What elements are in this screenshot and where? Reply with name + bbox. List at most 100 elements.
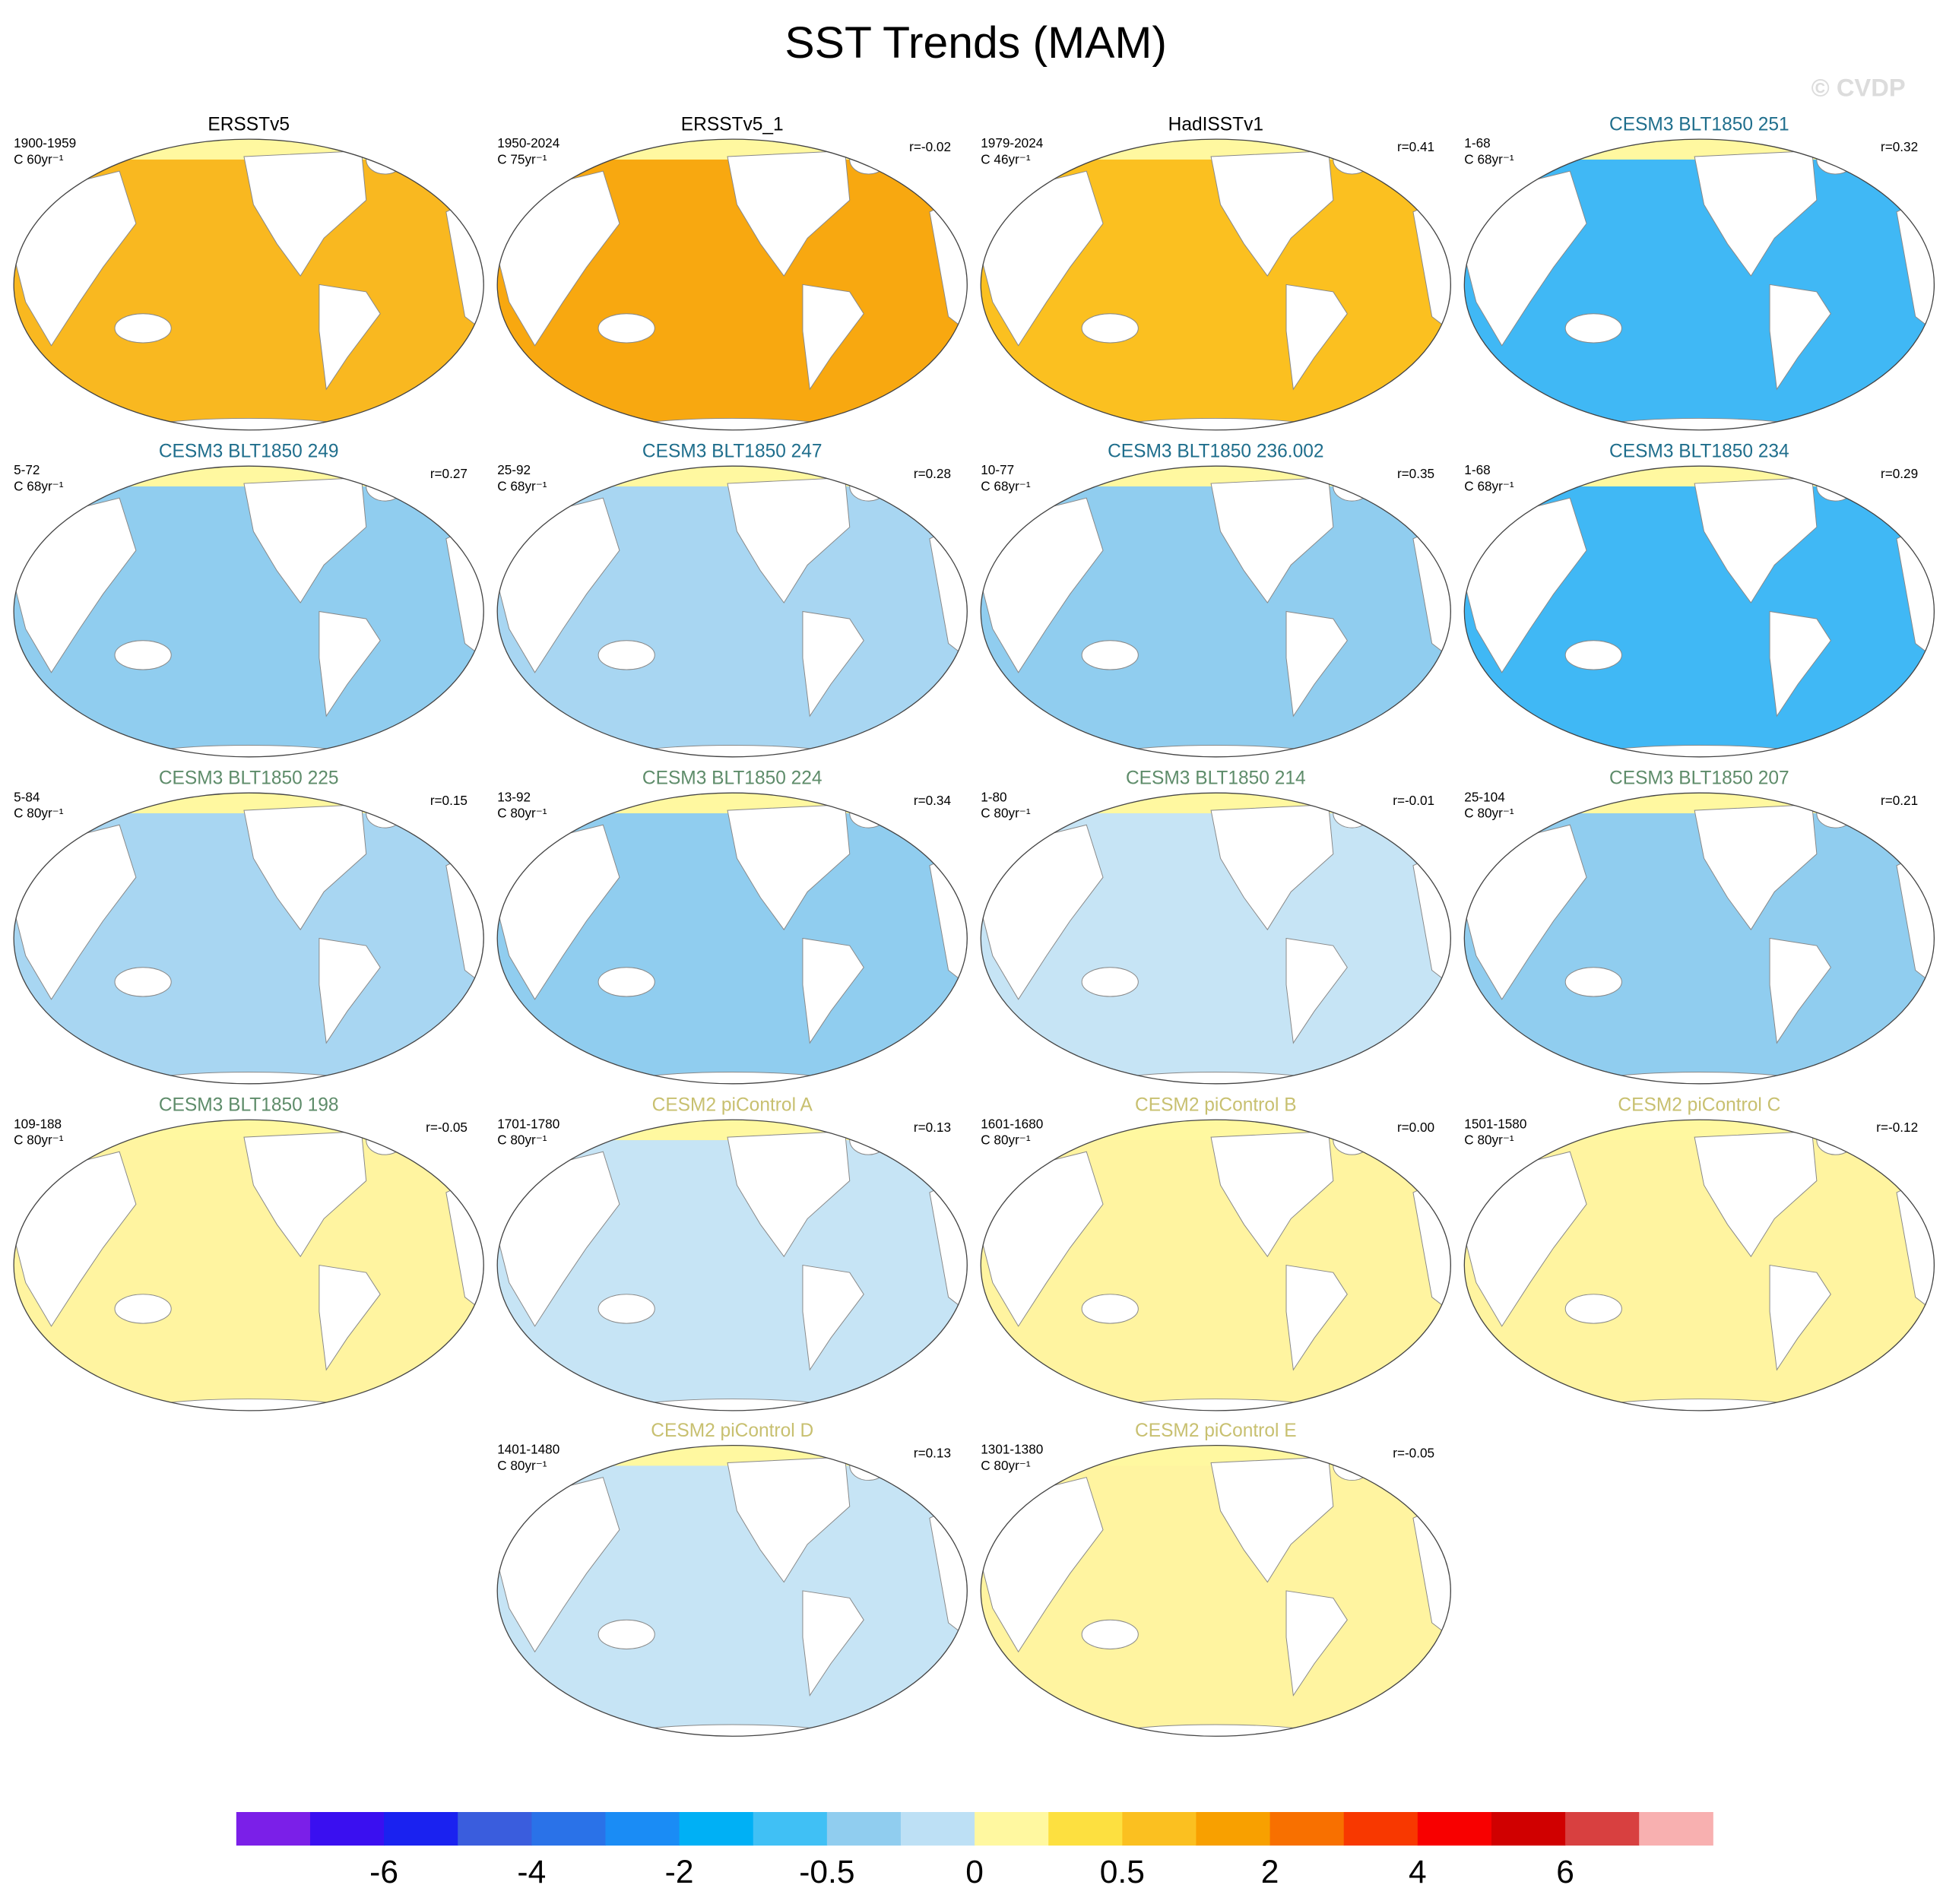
colorbar-label: 6 bbox=[1556, 1855, 1574, 1890]
map-panel: CESM3 BLT1850 224 13-92 C 80yr⁻¹ r=0.34 bbox=[496, 768, 968, 1085]
panel-title: CESM3 BLT1850 225 bbox=[159, 768, 339, 789]
land bbox=[497, 1151, 620, 1327]
panel-title: ERSSTv5 bbox=[208, 115, 290, 135]
panel-title: HadISSTv1 bbox=[1168, 115, 1263, 135]
colorbar-box bbox=[1639, 1812, 1713, 1846]
panel-period: 25-92 bbox=[497, 462, 531, 477]
land bbox=[597, 313, 655, 344]
land bbox=[1769, 284, 1831, 391]
land bbox=[1564, 640, 1622, 670]
panel-title: CESM2 piControl A bbox=[652, 1095, 813, 1116]
panel-period: 1701-1780 bbox=[497, 1116, 559, 1131]
map-body bbox=[14, 793, 484, 1084]
map-outline bbox=[1463, 465, 1935, 758]
land bbox=[981, 170, 1104, 347]
land bbox=[1694, 1131, 1818, 1257]
colorbar-box bbox=[1048, 1812, 1123, 1846]
panel-title: CESM3 BLT1850 234 bbox=[1609, 442, 1789, 462]
panel-r: r=-0.05 bbox=[426, 1120, 468, 1135]
colorbar-label: 2 bbox=[1261, 1855, 1279, 1890]
land bbox=[114, 967, 172, 997]
land bbox=[1081, 1619, 1139, 1649]
map-panel: CESM3 BLT1850 225 5-84 C 80yr⁻¹ r=0.15 bbox=[13, 768, 484, 1085]
map-body bbox=[1464, 1120, 1935, 1411]
panel-title: CESM3 BLT1850 249 bbox=[159, 442, 339, 462]
land bbox=[497, 824, 620, 1000]
panel-title: CESM3 BLT1850 236.002 bbox=[1108, 442, 1323, 462]
panel-r: r=0.00 bbox=[1397, 1120, 1434, 1135]
antarctica bbox=[1074, 1724, 1358, 1737]
map-body bbox=[981, 1120, 1451, 1411]
land bbox=[1333, 798, 1371, 828]
panel-period: 1-68 bbox=[1464, 462, 1490, 477]
land bbox=[497, 1477, 620, 1653]
panel-title: CESM3 BLT1850 247 bbox=[642, 442, 823, 462]
land bbox=[1333, 471, 1371, 502]
land bbox=[1816, 471, 1855, 502]
panel-r: r=0.21 bbox=[1881, 793, 1918, 808]
panel-title: CESM3 BLT1850 251 bbox=[1609, 115, 1789, 135]
land bbox=[1081, 1294, 1139, 1324]
panel-units: C 80yr⁻¹ bbox=[981, 1458, 1031, 1473]
land bbox=[14, 497, 137, 673]
land bbox=[727, 804, 851, 930]
panel-units: C 68yr⁻¹ bbox=[14, 478, 64, 493]
panel-r: r=0.34 bbox=[914, 793, 952, 808]
map-body bbox=[1464, 466, 1935, 757]
map-body bbox=[497, 1445, 968, 1737]
panel-r: r=0.15 bbox=[430, 793, 468, 808]
land bbox=[1694, 477, 1818, 604]
land bbox=[1816, 1125, 1855, 1155]
colorbar-box bbox=[1417, 1812, 1492, 1846]
panel-title: CESM2 piControl C bbox=[1618, 1095, 1780, 1116]
colorbar-box bbox=[236, 1812, 311, 1846]
figure-title: SST Trends (MAM) bbox=[784, 18, 1167, 68]
land bbox=[1694, 150, 1818, 277]
map-panel: CESM3 BLT1850 249 5-72C 68yr⁻¹ r=0.27 bbox=[13, 442, 484, 758]
land bbox=[319, 1264, 381, 1371]
land bbox=[1816, 798, 1855, 828]
land bbox=[1769, 1264, 1831, 1371]
panel-units: C 68yr⁻¹ bbox=[981, 478, 1031, 493]
panel-r: r=-0.02 bbox=[909, 139, 951, 154]
panel-units: C 80yr⁻¹ bbox=[981, 806, 1031, 821]
land bbox=[981, 1151, 1104, 1327]
map-outline bbox=[496, 465, 968, 758]
land bbox=[981, 497, 1104, 673]
colorbar-box bbox=[753, 1812, 828, 1846]
panel-period: 25-104 bbox=[1464, 789, 1505, 804]
panel-units: C 80yr⁻¹ bbox=[497, 1458, 547, 1473]
land bbox=[1333, 1125, 1371, 1155]
land bbox=[14, 1151, 137, 1327]
colorbar: -6 -4 -2 -0.5 0 0.5 2 4 6 bbox=[236, 1812, 1713, 1890]
panel-period: 5-84 bbox=[14, 789, 40, 804]
land bbox=[319, 284, 381, 391]
land bbox=[1464, 497, 1587, 673]
map-panel: CESM2 piControl A 1701-1780 C 80yr⁻¹ r=0.13 bbox=[496, 1095, 968, 1411]
land bbox=[114, 313, 172, 344]
map-body bbox=[14, 139, 484, 430]
colorbar-label: -4 bbox=[517, 1855, 546, 1890]
land bbox=[597, 1294, 655, 1324]
colorbar-box bbox=[384, 1812, 458, 1846]
panel-r: r=0.13 bbox=[914, 1446, 951, 1461]
panel-r: r=-0.01 bbox=[1393, 793, 1434, 808]
panel-r: r=0.32 bbox=[1881, 139, 1918, 154]
colorbar-label: -6 bbox=[369, 1855, 398, 1890]
panel-title: CESM2 piControl B bbox=[1135, 1095, 1297, 1116]
colorbar-label: -0.5 bbox=[799, 1855, 854, 1890]
land bbox=[1210, 1456, 1334, 1583]
land bbox=[497, 497, 620, 673]
map-outline bbox=[13, 465, 484, 758]
land bbox=[802, 937, 864, 1044]
map-body bbox=[981, 1445, 1451, 1737]
map-body bbox=[1464, 139, 1935, 430]
panel-title: CESM2 piControl E bbox=[1135, 1421, 1297, 1441]
land bbox=[1464, 824, 1587, 1000]
panel-period: 1-80 bbox=[981, 789, 1006, 804]
land bbox=[597, 640, 655, 670]
